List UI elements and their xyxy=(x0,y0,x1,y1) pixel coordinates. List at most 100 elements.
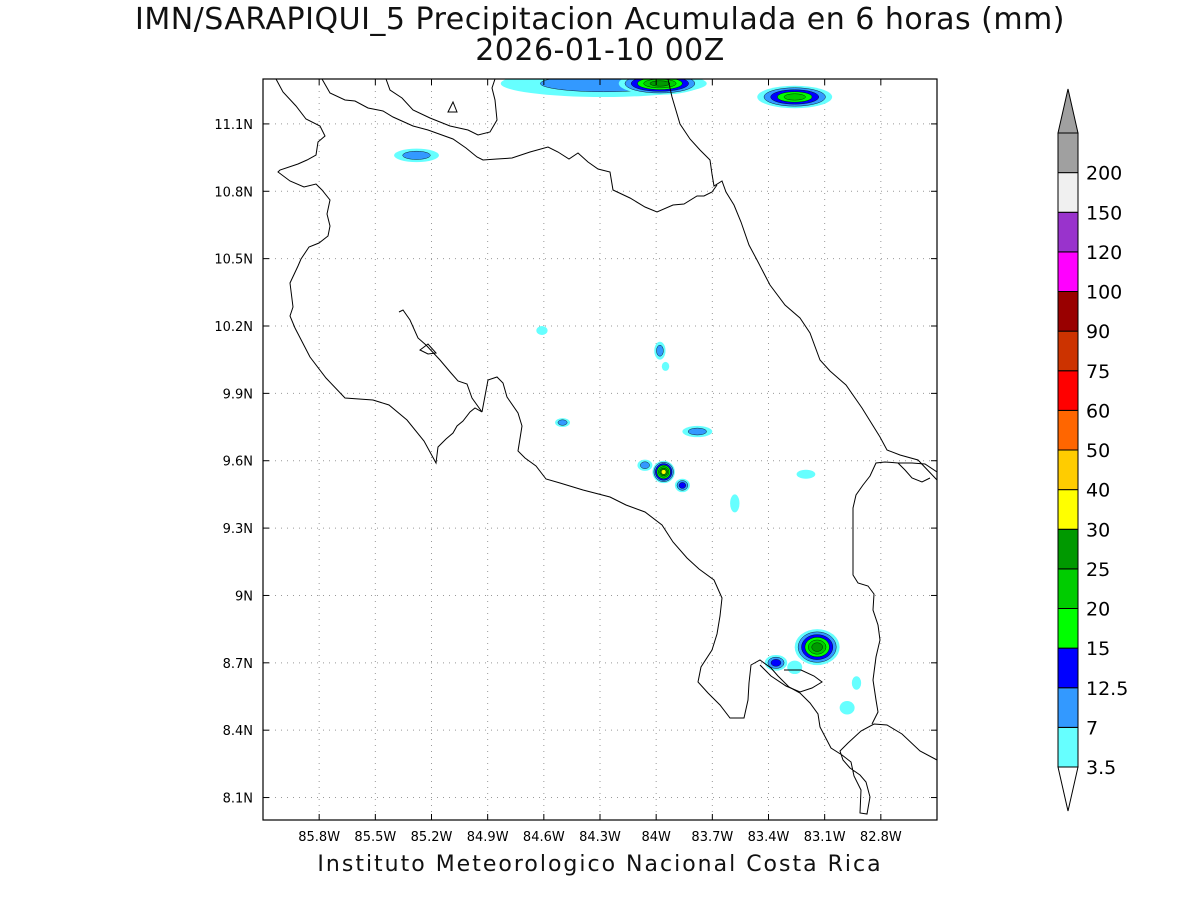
precip-contour xyxy=(687,427,707,436)
colorbar-swatch xyxy=(1057,726,1079,768)
precip-cell xyxy=(555,418,571,428)
x-tick-label: 84W xyxy=(641,830,671,845)
precip-cell xyxy=(757,85,833,109)
colorbar-over-arrow xyxy=(1057,88,1079,134)
footer-credit: Instituto Meteorologico Nacional Costa R… xyxy=(317,852,883,877)
precip-cell xyxy=(637,459,653,471)
colorbar-label: 60 xyxy=(1086,400,1110,422)
precip-cell xyxy=(839,700,855,715)
lake-shoreline xyxy=(385,79,498,136)
y-tick-label: 8.4N xyxy=(223,724,253,739)
plot-background xyxy=(263,79,937,820)
coastline-and-borders xyxy=(275,79,937,815)
colorbar-label: 12.5 xyxy=(1086,678,1128,700)
longitude-axis: 85.8W 85.5W 85.2W 84.9W 84.6W 84.3W 84W 83.7W 83… xyxy=(298,79,902,845)
x-tick-label: 83.4W xyxy=(748,830,790,845)
precipitation-field xyxy=(394,79,862,715)
caribbean-coastline xyxy=(667,79,937,481)
precip-cell xyxy=(536,326,548,335)
precip-contour xyxy=(557,419,568,426)
colorbar-label: 7 xyxy=(1086,717,1098,739)
x-tick-label: 85.5W xyxy=(354,830,396,845)
colorbar-swatch xyxy=(1057,132,1079,174)
precip-cell xyxy=(794,629,840,666)
latitude-axis: 11.1N 10.8N 10.5N 10.2N 9.9N 9.6N 9.3N 9N 8.7N 8.… xyxy=(214,118,937,807)
panama-border xyxy=(852,461,937,725)
colorbar-label: 90 xyxy=(1086,321,1110,343)
colorbar-label: 3.5 xyxy=(1086,757,1116,779)
colorbar-swatch xyxy=(1057,409,1079,451)
colorbar-label: 150 xyxy=(1086,202,1122,224)
precip-contour xyxy=(839,700,855,715)
title-line-2: 2026-01-10 00Z xyxy=(475,33,725,68)
precip-cell xyxy=(851,676,862,690)
colorbar-swatch xyxy=(1057,489,1079,530)
x-tick-label: 85.2W xyxy=(411,830,453,845)
y-tick-label: 9.6N xyxy=(223,455,253,470)
precip-cell xyxy=(796,469,816,479)
colorbar-swatch xyxy=(1057,251,1079,292)
y-tick-label: 8.7N xyxy=(223,657,253,672)
y-tick-label: 9.3N xyxy=(223,522,253,537)
colorbar-label: 40 xyxy=(1086,480,1110,502)
colorbar-label: 120 xyxy=(1086,242,1122,264)
pacific-coastline-south xyxy=(481,376,937,815)
precip-cell xyxy=(654,341,666,360)
precip-cell xyxy=(674,478,690,493)
y-tick-label: 10.2N xyxy=(214,320,253,335)
precip-contour xyxy=(661,361,670,371)
x-tick-label: 85.8W xyxy=(298,830,340,845)
colorbar-legend: 3.5 7 12.5 15 20 25 30 40 50 60 75 90 100 120 150 200 xyxy=(1057,88,1128,812)
colorbar-swatch xyxy=(1057,528,1079,570)
precip-contour xyxy=(536,326,548,335)
y-tick-label: 8.1N xyxy=(223,792,253,807)
gulf-island xyxy=(419,343,438,355)
precip-contour xyxy=(661,469,667,475)
precip-contour xyxy=(402,151,431,160)
colorbar-label: 50 xyxy=(1086,440,1110,462)
precip-contour xyxy=(678,482,686,489)
title-line-1: IMN/SARAPIQUI_5 Precipitacion Acumulada … xyxy=(135,2,1065,37)
precip-cell xyxy=(652,460,675,484)
x-tick-label: 82.8W xyxy=(860,830,902,845)
precip-cell xyxy=(730,494,740,513)
x-tick-label: 84.9W xyxy=(467,830,509,845)
precip-cell xyxy=(764,654,788,671)
osa-peninsula xyxy=(759,664,823,693)
colorbar-label: 20 xyxy=(1086,599,1110,621)
precip-contour xyxy=(811,642,823,652)
precip-cell xyxy=(661,361,670,371)
precip-cell xyxy=(618,79,702,95)
x-tick-label: 83.1W xyxy=(804,830,846,845)
colorbar-label: 75 xyxy=(1086,361,1110,383)
precip-cell xyxy=(787,660,803,675)
colorbar-swatch xyxy=(1057,608,1079,649)
y-tick-label: 10.8N xyxy=(214,185,253,200)
precip-contour xyxy=(796,469,816,479)
colorbar-swatch xyxy=(1057,211,1079,253)
x-tick-label: 83.7W xyxy=(691,830,733,845)
colorbar-label: 25 xyxy=(1086,559,1110,581)
precip-contour xyxy=(787,660,803,675)
precip-contour xyxy=(640,461,650,469)
x-tick-label: 84.3W xyxy=(579,830,621,845)
colorbar-swatch xyxy=(1057,330,1079,372)
colorbar-swatch xyxy=(1057,172,1079,213)
colorbar-label: 100 xyxy=(1086,282,1122,304)
colorbar-swatch xyxy=(1057,568,1079,609)
precip-cell xyxy=(682,425,713,438)
grid-lines xyxy=(263,79,937,820)
y-tick-label: 10.5N xyxy=(214,253,253,268)
colorbar-label: 200 xyxy=(1086,163,1122,185)
precip-contour xyxy=(783,93,806,101)
precip-cell xyxy=(394,148,439,163)
precip-contour xyxy=(770,659,782,667)
nicaragua-border xyxy=(321,79,718,213)
colorbar-swatch xyxy=(1057,291,1079,332)
map-title: IMN/SARAPIQUI_5 Precipitacion Acumulada … xyxy=(0,4,1200,66)
pacific-coastline-north xyxy=(275,79,483,465)
lake-island xyxy=(447,100,458,113)
precip-contour xyxy=(656,344,664,357)
y-tick-label: 9.9N xyxy=(223,387,253,402)
